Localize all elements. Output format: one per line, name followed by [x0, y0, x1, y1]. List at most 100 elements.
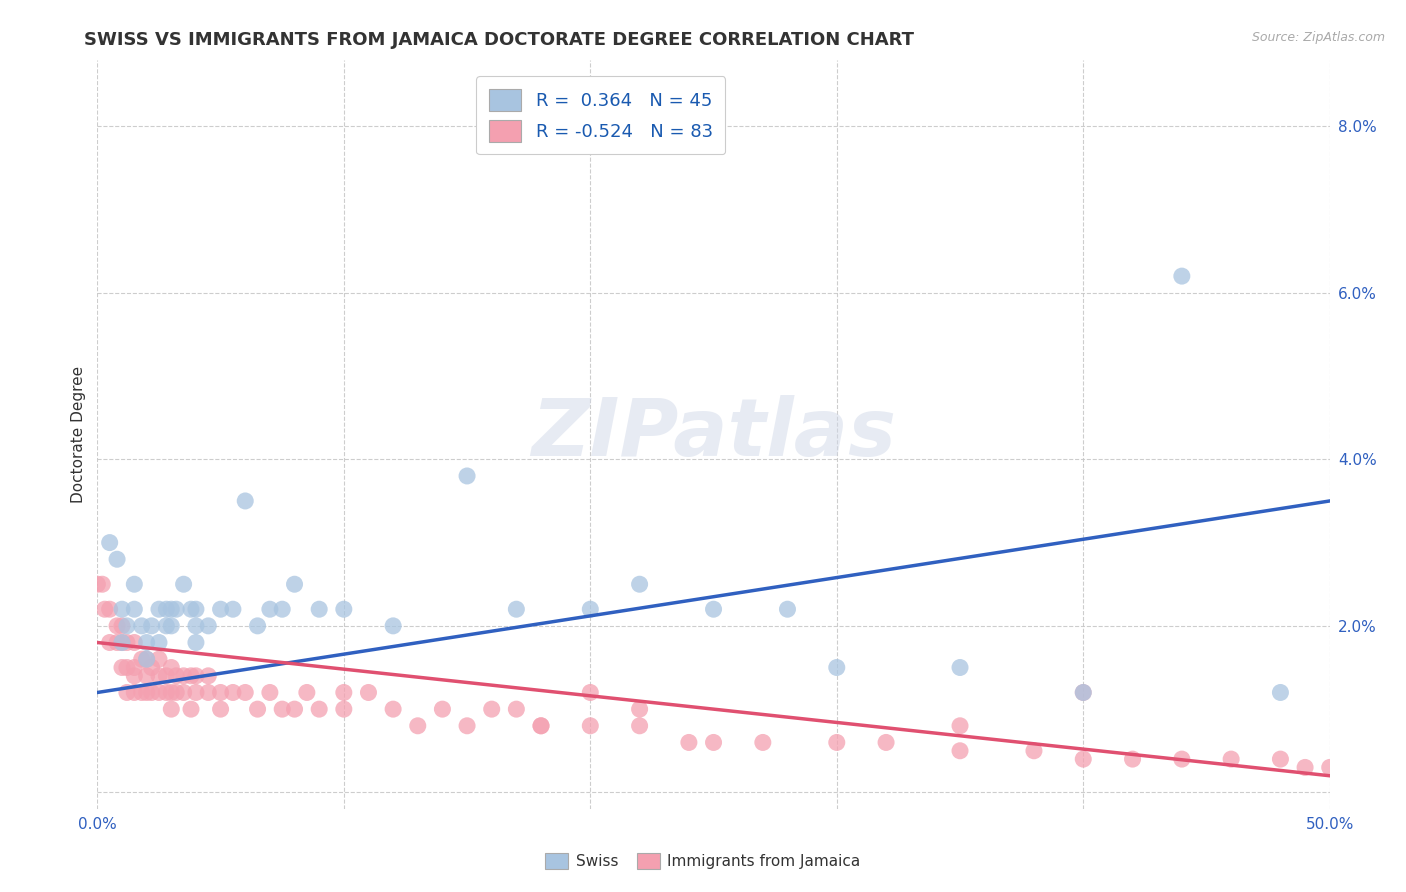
- Point: [222, 602, 245, 616]
- Point: [148, 685, 170, 699]
- Point: [246, 619, 269, 633]
- Point: [115, 635, 138, 649]
- Point: [105, 552, 128, 566]
- Point: [628, 719, 651, 733]
- Point: [160, 702, 183, 716]
- Point: [141, 619, 163, 633]
- Point: [949, 660, 972, 674]
- Point: [382, 702, 405, 716]
- Point: [124, 577, 146, 591]
- Point: [678, 735, 700, 749]
- Point: [184, 669, 207, 683]
- Point: [949, 744, 972, 758]
- Point: [579, 685, 602, 699]
- Point: [148, 635, 170, 649]
- Point: [1220, 752, 1243, 766]
- Point: [124, 685, 146, 699]
- Point: [1270, 685, 1292, 699]
- Point: [135, 652, 157, 666]
- Point: [271, 602, 294, 616]
- Point: [295, 685, 318, 699]
- Point: [271, 702, 294, 716]
- Point: [135, 652, 157, 666]
- Point: [135, 685, 157, 699]
- Point: [233, 494, 256, 508]
- Point: [308, 702, 330, 716]
- Point: [124, 660, 146, 674]
- Point: [111, 660, 134, 674]
- Point: [505, 702, 527, 716]
- Point: [259, 685, 281, 699]
- Text: ZIPatlas: ZIPatlas: [531, 395, 896, 474]
- Point: [111, 635, 134, 649]
- Point: [115, 685, 138, 699]
- Point: [432, 702, 454, 716]
- Point: [141, 660, 163, 674]
- Point: [115, 619, 138, 633]
- Point: [752, 735, 775, 749]
- Point: [222, 685, 245, 699]
- Point: [155, 685, 177, 699]
- Point: [456, 719, 478, 733]
- Point: [949, 719, 972, 733]
- Point: [825, 660, 848, 674]
- Legend: Swiss, Immigrants from Jamaica: Swiss, Immigrants from Jamaica: [540, 847, 866, 875]
- Point: [148, 652, 170, 666]
- Point: [160, 619, 183, 633]
- Point: [1071, 685, 1094, 699]
- Point: [111, 635, 134, 649]
- Point: [197, 669, 219, 683]
- Point: [155, 602, 177, 616]
- Point: [357, 685, 380, 699]
- Point: [124, 602, 146, 616]
- Point: [197, 685, 219, 699]
- Point: [259, 602, 281, 616]
- Point: [173, 577, 195, 591]
- Point: [105, 619, 128, 633]
- Point: [382, 619, 405, 633]
- Point: [141, 685, 163, 699]
- Point: [1171, 269, 1194, 284]
- Point: [1270, 752, 1292, 766]
- Point: [1294, 760, 1316, 774]
- Point: [1122, 752, 1144, 766]
- Point: [825, 735, 848, 749]
- Point: [579, 602, 602, 616]
- Point: [1071, 685, 1094, 699]
- Point: [184, 619, 207, 633]
- Point: [579, 719, 602, 733]
- Point: [148, 669, 170, 683]
- Point: [135, 669, 157, 683]
- Point: [505, 602, 527, 616]
- Point: [160, 602, 183, 616]
- Point: [131, 619, 153, 633]
- Point: [246, 702, 269, 716]
- Point: [184, 602, 207, 616]
- Point: [197, 619, 219, 633]
- Point: [160, 685, 183, 699]
- Point: [180, 669, 202, 683]
- Point: [135, 635, 157, 649]
- Point: [98, 535, 121, 549]
- Point: [165, 669, 187, 683]
- Point: [530, 719, 553, 733]
- Point: [209, 602, 232, 616]
- Point: [184, 685, 207, 699]
- Point: [124, 669, 146, 683]
- Point: [1319, 760, 1341, 774]
- Point: [105, 635, 128, 649]
- Point: [91, 577, 114, 591]
- Point: [124, 635, 146, 649]
- Point: [148, 602, 170, 616]
- Point: [308, 602, 330, 616]
- Point: [155, 619, 177, 633]
- Point: [173, 685, 195, 699]
- Point: [209, 702, 232, 716]
- Y-axis label: Doctorate Degree: Doctorate Degree: [72, 366, 86, 503]
- Point: [131, 685, 153, 699]
- Point: [98, 635, 121, 649]
- Point: [1171, 752, 1194, 766]
- Point: [333, 685, 356, 699]
- Point: [702, 735, 724, 749]
- Point: [111, 602, 134, 616]
